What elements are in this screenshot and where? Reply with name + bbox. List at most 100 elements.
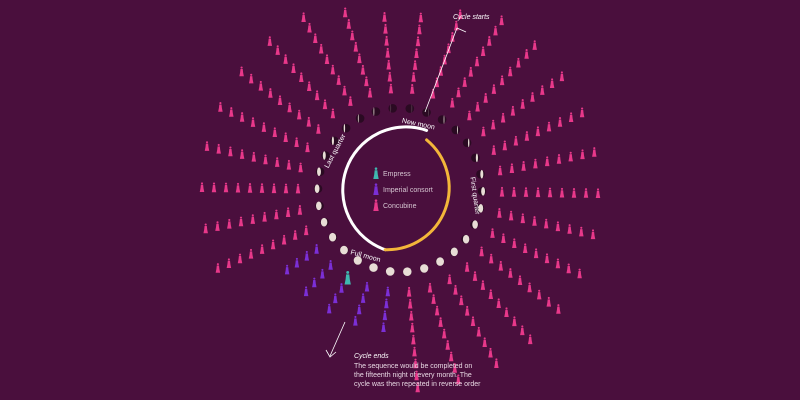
cycle-ends-annotation: Cycle ends The sequence would be complet… xyxy=(325,321,481,388)
concubine-figure-icon xyxy=(316,124,321,134)
concubine-figure-icon xyxy=(387,71,393,82)
imperial-consort-figure-icon xyxy=(333,293,338,304)
concubine-figure-icon xyxy=(346,19,352,29)
concubine-figure-icon xyxy=(270,239,276,250)
concubine-figure-icon xyxy=(441,328,447,339)
concubine-figure-icon xyxy=(488,253,494,264)
concubine-figure-icon xyxy=(259,183,265,193)
moon-phase-icon xyxy=(477,187,487,196)
concubine-figure-icon xyxy=(418,12,424,23)
concubine-figure-icon xyxy=(559,71,565,82)
concubine-figure-icon xyxy=(577,268,582,279)
concubine-figure-icon xyxy=(513,135,519,146)
concubine-figure-icon xyxy=(521,161,526,171)
concubine-figure-icon xyxy=(261,122,267,132)
concubine-figure-icon xyxy=(218,102,223,112)
concubine-figure-icon xyxy=(239,149,245,159)
concubine-figure-icon xyxy=(199,182,205,192)
concubine-figure-icon xyxy=(568,112,574,122)
concubine-figure-icon xyxy=(313,33,318,43)
concubine-figure-icon xyxy=(508,210,514,221)
imperial-consort-figure-icon xyxy=(284,264,290,275)
concubine-figure-icon xyxy=(546,296,552,307)
concubine-figure-icon xyxy=(446,43,451,54)
cycle-ends-line-2: the fifteenth night of every month. The xyxy=(354,372,472,379)
concubine-figure-icon xyxy=(532,216,537,226)
concubine-figure-icon xyxy=(296,109,302,120)
concubine-figure-icon xyxy=(527,334,533,345)
moon-phase-icon xyxy=(328,232,338,242)
concubine-figure-icon xyxy=(523,187,529,197)
concubine-figure-icon xyxy=(360,64,366,75)
moon-phase-icon xyxy=(341,123,351,133)
concubine-figure-icon xyxy=(411,72,416,82)
concubine-figure-icon xyxy=(295,183,301,194)
concubine-figure-icon xyxy=(239,112,245,122)
concubine-figure-icon xyxy=(480,46,486,56)
concubine-figure-icon xyxy=(544,156,550,167)
concubine-figure-icon xyxy=(468,66,474,77)
concubine-figure-icon xyxy=(488,347,493,358)
concubine-figure-icon xyxy=(524,131,530,141)
concubine-figure-icon xyxy=(342,85,347,96)
moon-phase-icon xyxy=(471,153,480,163)
concubine-figure-icon xyxy=(259,244,265,254)
concubine-figure-icon xyxy=(247,183,253,193)
concubine-figure-icon xyxy=(512,316,517,327)
concubine-figure-icon xyxy=(494,358,499,368)
moon-phase-icon xyxy=(437,115,447,124)
concubine-figure-icon xyxy=(367,87,373,98)
concubine-figure-icon xyxy=(547,187,553,198)
concubine-figure-icon xyxy=(292,230,298,240)
concubine-figure-icon xyxy=(535,187,541,198)
moon-phase-icon xyxy=(321,151,330,160)
concubine-figure-icon xyxy=(382,12,387,22)
concubine-figure-icon xyxy=(488,289,494,299)
concubine-figure-icon xyxy=(299,72,304,82)
concubine-figure-icon xyxy=(532,40,537,50)
concubine-figure-icon xyxy=(520,325,525,336)
moon-phase-icon xyxy=(403,267,412,277)
concubine-figure-icon xyxy=(427,282,433,293)
concubine-figure-icon xyxy=(274,209,279,220)
concubine-figure-icon xyxy=(303,225,309,236)
concubine-figure-icon xyxy=(204,141,210,151)
concubine-figure-icon xyxy=(350,30,355,41)
concubine-figure-icon xyxy=(434,305,440,316)
concubine-figure-icon xyxy=(533,248,539,259)
concubine-figure-icon xyxy=(496,298,501,308)
concubine-figure-icon xyxy=(555,221,561,232)
concubine-figure-icon xyxy=(498,260,504,271)
concubine-figure-icon xyxy=(407,298,413,309)
legend-item-imperial-consort: Imperial consort xyxy=(373,183,433,195)
concubine-figure-icon xyxy=(330,108,336,119)
concubine-figure-icon xyxy=(549,78,555,88)
concubine-figure-icon xyxy=(239,66,244,77)
concubine-figure-icon xyxy=(497,165,503,176)
concubine-figure-icon xyxy=(281,234,287,245)
cycle-ends-title: Cycle ends xyxy=(354,353,389,360)
concubine-figure-icon xyxy=(410,322,415,333)
concubine-figure-icon xyxy=(445,340,450,350)
imperial-consort-figure-icon xyxy=(312,277,317,288)
concubine-figure-icon xyxy=(470,316,476,326)
moon-phase-icon xyxy=(476,169,485,179)
concubine-figure-icon xyxy=(507,66,513,77)
concubine-figure-icon xyxy=(493,25,498,36)
legend-label-imperial-consort: Imperial consort xyxy=(383,187,433,194)
imperial-consort-figure-icon xyxy=(326,303,332,314)
concubine-figure-icon xyxy=(482,337,487,347)
concubine-figure-icon xyxy=(555,258,561,269)
concubine-figure-icon xyxy=(480,280,486,290)
concubine-figure-icon xyxy=(406,286,412,297)
concubine-figure-icon xyxy=(301,12,306,22)
concubine-figure-icon xyxy=(556,154,562,164)
moon-phase-icon xyxy=(419,264,429,273)
concubine-figure-icon xyxy=(592,147,597,157)
concubine-figure-icon xyxy=(417,24,422,35)
concubine-figure-icon xyxy=(267,36,273,46)
concubine-figure-icon xyxy=(287,102,292,113)
concubine-figure-icon xyxy=(215,221,220,231)
concubine-figure-icon xyxy=(456,87,461,98)
concubine-figure-icon xyxy=(357,53,362,64)
